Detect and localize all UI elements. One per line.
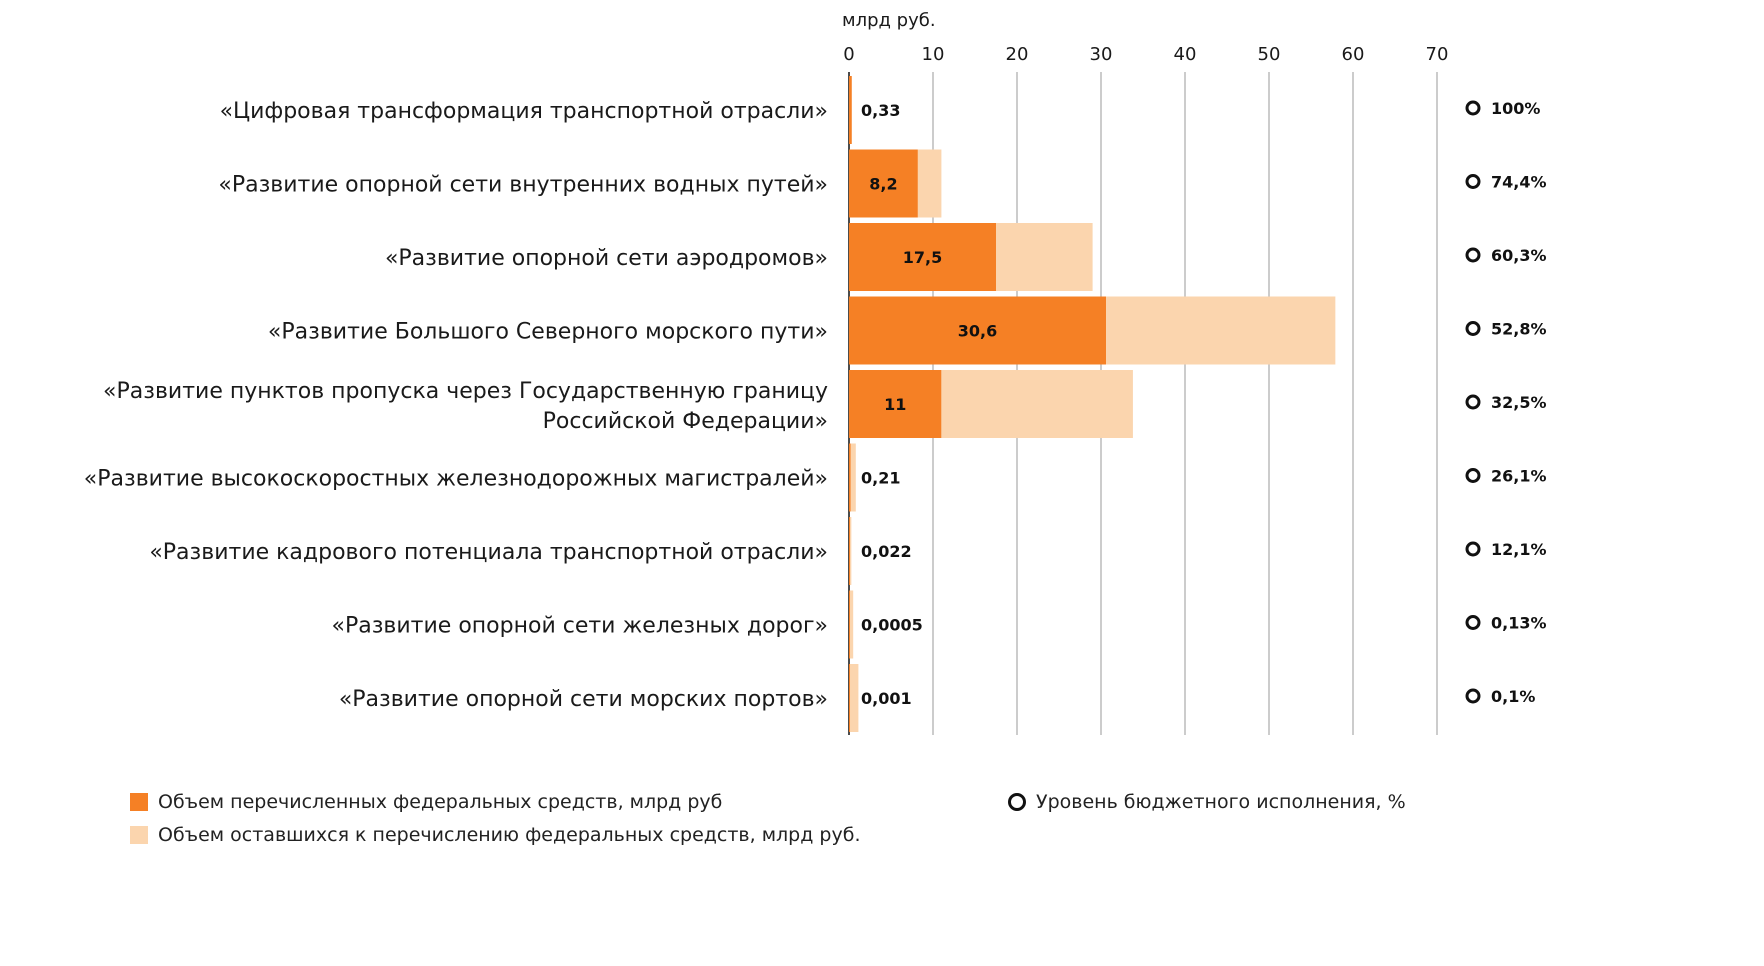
execution-marker <box>1465 321 1481 336</box>
bar-transferred <box>849 149 918 218</box>
category-label: Российской Федерации» <box>543 409 828 434</box>
execution-percent-label: 100% <box>1491 99 1540 118</box>
category-label: «Развитие высокоскоростных железнодорожн… <box>84 467 828 492</box>
execution-marker <box>1465 247 1481 263</box>
bar-remaining <box>850 664 859 732</box>
bar-value-label: 8,2 <box>869 175 897 194</box>
category-label: «Развитие опорной сети морских портов» <box>339 687 828 712</box>
bar-remaining <box>850 443 856 512</box>
bar-value-label: 0,0005 <box>861 616 923 635</box>
execution-marker <box>1465 174 1481 189</box>
execution-percent-label: 0,1% <box>1491 687 1535 706</box>
bar-transferred <box>849 590 850 659</box>
category-label: «Развитие опорной сети железных дорог» <box>332 614 828 639</box>
execution-percent-label: 0,13% <box>1491 614 1547 633</box>
legend-item-execution: Уровень бюджетного исполнения, % <box>1008 791 1406 813</box>
legend-label: Уровень бюджетного исполнения, % <box>1036 791 1406 813</box>
x-tick-label: 40 <box>1174 44 1197 65</box>
execution-marker <box>1465 615 1481 630</box>
bar-value-label: 0,33 <box>861 101 900 120</box>
legend-label: Объем оставшихся к перечислению федераль… <box>158 824 861 846</box>
bar-value-label: 0,21 <box>861 469 900 488</box>
category-label: «Развитие опорной сети внутренних водных… <box>218 173 828 198</box>
execution-marker <box>1465 688 1481 704</box>
bar-remaining <box>917 149 942 218</box>
legend-item-transferred: Объем перечисленных федеральных средств,… <box>130 791 722 813</box>
execution-marker <box>1465 541 1481 557</box>
x-tick-label: 30 <box>1090 44 1113 65</box>
execution-percent-label: 32,5% <box>1491 393 1547 412</box>
execution-marker <box>1465 468 1481 483</box>
bar-transferred <box>849 76 852 144</box>
bar-remaining <box>850 517 852 585</box>
axis-unit-label: млрд руб. <box>842 10 936 31</box>
ring-icon <box>1008 793 1026 811</box>
execution-marker <box>1465 100 1481 116</box>
x-tick-label: 20 <box>1006 44 1029 65</box>
x-tick-label: 70 <box>1426 44 1449 65</box>
bar-value-label: 11 <box>884 395 906 414</box>
bar-remaining <box>850 590 854 659</box>
execution-percent-label: 26,1% <box>1491 467 1547 486</box>
x-tick-label: 10 <box>922 44 945 65</box>
bar-transferred <box>849 664 850 732</box>
x-tick-label: 60 <box>1342 44 1365 65</box>
execution-percent-label: 74,4% <box>1491 173 1547 192</box>
category-label: «Развитие пунктов пропуска через Государ… <box>103 379 828 404</box>
bar-remaining <box>996 223 1093 291</box>
execution-percent-label: 52,8% <box>1491 320 1547 339</box>
category-label: «Цифровая трансформация транспортной отр… <box>220 99 828 124</box>
bar-transferred <box>849 296 1107 365</box>
bar-value-label: 17,5 <box>903 248 942 267</box>
execution-marker <box>1465 394 1481 410</box>
bar-transferred <box>849 517 850 585</box>
category-label: «Развитие опорной сети аэродромов» <box>385 246 828 271</box>
legend-label: Объем перечисленных федеральных средств,… <box>158 791 723 813</box>
legend-item-remaining: Объем оставшихся к перечислению федераль… <box>130 824 860 846</box>
bar-remaining <box>941 370 1133 438</box>
category-label: «Развитие Большого Северного морского пу… <box>268 320 828 345</box>
bar-remaining <box>1106 296 1336 365</box>
bar-value-label: 30,6 <box>958 322 997 341</box>
execution-percent-label: 12,1% <box>1491 540 1547 559</box>
bar-transferred <box>849 370 942 438</box>
x-tick-label: 50 <box>1258 44 1281 65</box>
category-label: «Развитие кадрового потенциала транспорт… <box>149 540 828 565</box>
legend-swatch-remaining <box>130 826 148 844</box>
legend-swatch-transferred <box>130 793 148 811</box>
x-tick-label: 0 <box>843 44 854 65</box>
bar-transferred <box>849 223 996 291</box>
bar-transferred <box>849 443 851 512</box>
bar-value-label: 0,022 <box>861 542 912 561</box>
execution-percent-label: 60,3% <box>1491 246 1547 265</box>
bar-value-label: 0,001 <box>861 689 912 708</box>
